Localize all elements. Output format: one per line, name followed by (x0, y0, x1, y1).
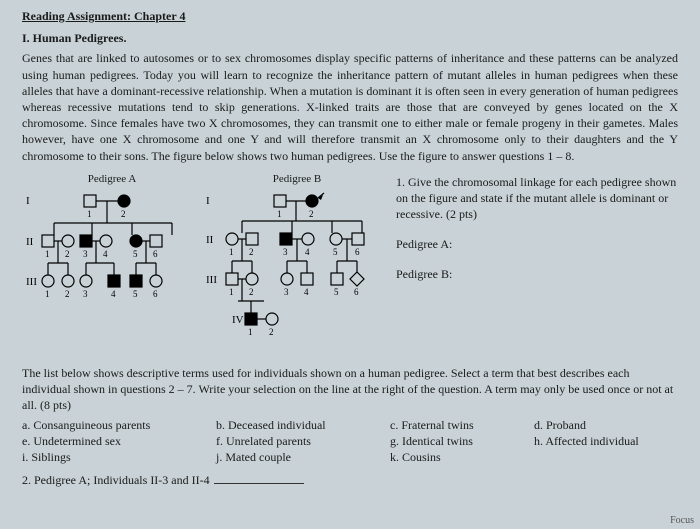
term-e: e. Undetermined sex (22, 433, 192, 449)
pedigree-figure: Pedigree A I 1 2 II (22, 172, 678, 359)
term-g: g. Identical twins (390, 433, 510, 449)
svg-text:2: 2 (249, 287, 254, 297)
pedigree-a-label: Pedigree A (22, 172, 202, 187)
svg-text:3: 3 (83, 289, 88, 299)
term-j: j. Mated couple (216, 449, 366, 465)
svg-text:1: 1 (229, 287, 234, 297)
svg-text:4: 4 (305, 247, 310, 257)
svg-text:6: 6 (355, 247, 360, 257)
svg-text:2: 2 (249, 247, 254, 257)
question-2: 2. Pedigree A; Individuals II-3 and II-4 (22, 472, 678, 488)
svg-text:1: 1 (45, 289, 50, 299)
svg-text:1: 1 (229, 247, 234, 257)
reading-title: Reading Assignment: Chapter 4 (22, 8, 678, 24)
svg-text:III: III (206, 274, 217, 286)
svg-text:2: 2 (65, 289, 70, 299)
term-a: a. Consanguineous parents (22, 417, 192, 433)
svg-text:6: 6 (153, 289, 158, 299)
svg-text:I: I (206, 195, 210, 207)
svg-text:I: I (26, 195, 30, 207)
svg-text:II: II (26, 236, 34, 248)
svg-text:2: 2 (121, 209, 126, 219)
intro-paragraph: Genes that are linked to autosomes or to… (22, 50, 678, 163)
q1-pedigree-a: Pedigree A: (396, 236, 678, 252)
q2-text: 2. Pedigree A; Individuals II-3 and II-4 (22, 473, 210, 487)
terms-intro: The list below shows descriptive terms u… (22, 365, 678, 414)
q1-pedigree-b: Pedigree B: (396, 266, 678, 282)
term-k: k. Cousins (390, 449, 441, 465)
svg-text:4: 4 (111, 289, 116, 299)
svg-text:II: II (206, 234, 214, 246)
term-f: f. Unrelated parents (216, 433, 366, 449)
q2-blank (214, 483, 304, 484)
term-c: c. Fraternal twins (390, 417, 510, 433)
terms-list: a. Consanguineous parents b. Deceased in… (22, 417, 678, 466)
svg-text:4: 4 (103, 249, 108, 259)
svg-text:3: 3 (283, 247, 288, 257)
svg-text:5: 5 (334, 287, 339, 297)
term-d: d. Proband (534, 417, 586, 433)
pedigree-b-svg: I 1 2 II 1 2 (202, 189, 392, 359)
pedigree-a: Pedigree A I 1 2 II (22, 172, 202, 359)
svg-text:1: 1 (45, 249, 50, 259)
svg-text:IV: IV (232, 314, 244, 326)
pedigree-a-svg: I 1 2 II 1 2 (22, 189, 202, 339)
pedigree-b: Pedigree B I 1 2 II (202, 172, 392, 359)
term-h: h. Affected individual (534, 433, 639, 449)
section-heading: I. Human Pedigrees. (22, 30, 678, 46)
svg-text:3: 3 (284, 287, 289, 297)
svg-text:3: 3 (83, 249, 88, 259)
svg-text:5: 5 (133, 289, 138, 299)
q1-text: 1. Give the chromosomal linkage for each… (396, 174, 678, 223)
svg-text:2: 2 (269, 327, 274, 337)
svg-text:2: 2 (65, 249, 70, 259)
svg-text:6: 6 (153, 249, 158, 259)
svg-text:6: 6 (354, 287, 359, 297)
term-i: i. Siblings (22, 449, 192, 465)
svg-text:5: 5 (133, 249, 138, 259)
svg-text:4: 4 (304, 287, 309, 297)
question-1: 1. Give the chromosomal linkage for each… (392, 172, 678, 359)
svg-text:1: 1 (277, 209, 282, 219)
focus-indicator: Focus (670, 514, 694, 528)
svg-text:III: III (26, 276, 37, 288)
svg-text:5: 5 (333, 247, 338, 257)
svg-text:1: 1 (87, 209, 92, 219)
svg-text:2: 2 (309, 209, 314, 219)
svg-text:1: 1 (248, 327, 253, 337)
term-b: b. Deceased individual (216, 417, 366, 433)
pedigree-b-label: Pedigree B (202, 172, 392, 187)
